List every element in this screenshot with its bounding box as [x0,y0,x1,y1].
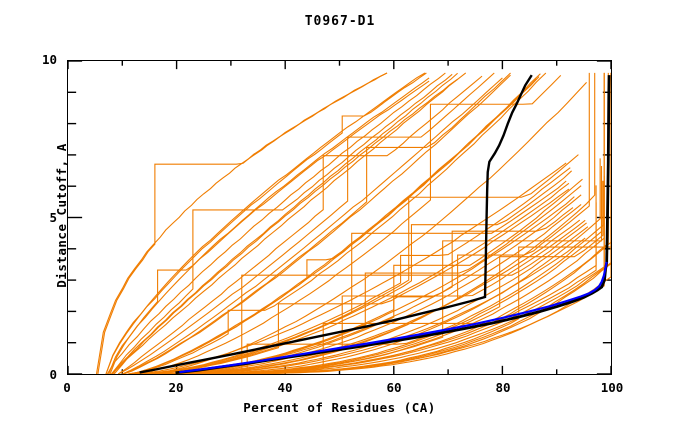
prediction-curve [139,171,572,374]
prediction-curve [128,74,541,374]
prediction-curve [151,220,580,374]
prediction-curve [170,185,596,374]
plot-canvas [68,61,611,374]
prediction-curve [118,76,482,374]
page-title: T0967-D1 [304,14,376,29]
plot-area [67,60,612,375]
y-tick-label-0: 0 [49,367,57,382]
y-tick-label-5: 5 [49,209,57,225]
prediction-curve [137,189,569,374]
prediction-curve [113,73,458,374]
prediction-curve [110,81,429,374]
prediction-curve [97,73,388,374]
curve-black-reference-2 [176,75,610,373]
prediction-curve [98,73,387,374]
x-tick-label-0: 0 [63,380,71,395]
prediction-curve [149,195,581,374]
x-tick-label-40: 40 [277,380,293,395]
prediction-curve [109,78,429,374]
prediction-curve [192,73,611,374]
prediction-curve [158,73,590,374]
data-curves [97,73,611,374]
prediction-curve [136,181,566,374]
y-tick-label-10: 10 [41,52,57,67]
prediction-curve [151,204,581,374]
prediction-curve [137,168,570,374]
prediction-curve [111,73,465,374]
prediction-curve [106,73,425,374]
x-tick-label-60: 60 [386,380,402,395]
prediction-curve [168,158,600,374]
prediction-curve [122,73,510,374]
x-tick-label-100: 100 [600,380,624,395]
prediction-curve [158,238,586,374]
x-tick-label-20: 20 [168,380,184,395]
curve-black-reference-1 [140,75,532,372]
x-tick-label-80: 80 [495,380,511,395]
prediction-curve [106,73,426,374]
prediction-curve [129,73,546,374]
prediction-curve [190,180,611,374]
x-axis-title: Percent of Residues (CA) [243,400,436,415]
curve-blue-highlight [179,262,606,372]
prediction-curve [111,74,452,374]
prediction-curve [107,73,445,374]
prediction-curve [133,75,561,374]
prediction-curve [133,163,566,374]
prediction-curve [122,78,502,374]
prediction-curve [114,79,457,374]
